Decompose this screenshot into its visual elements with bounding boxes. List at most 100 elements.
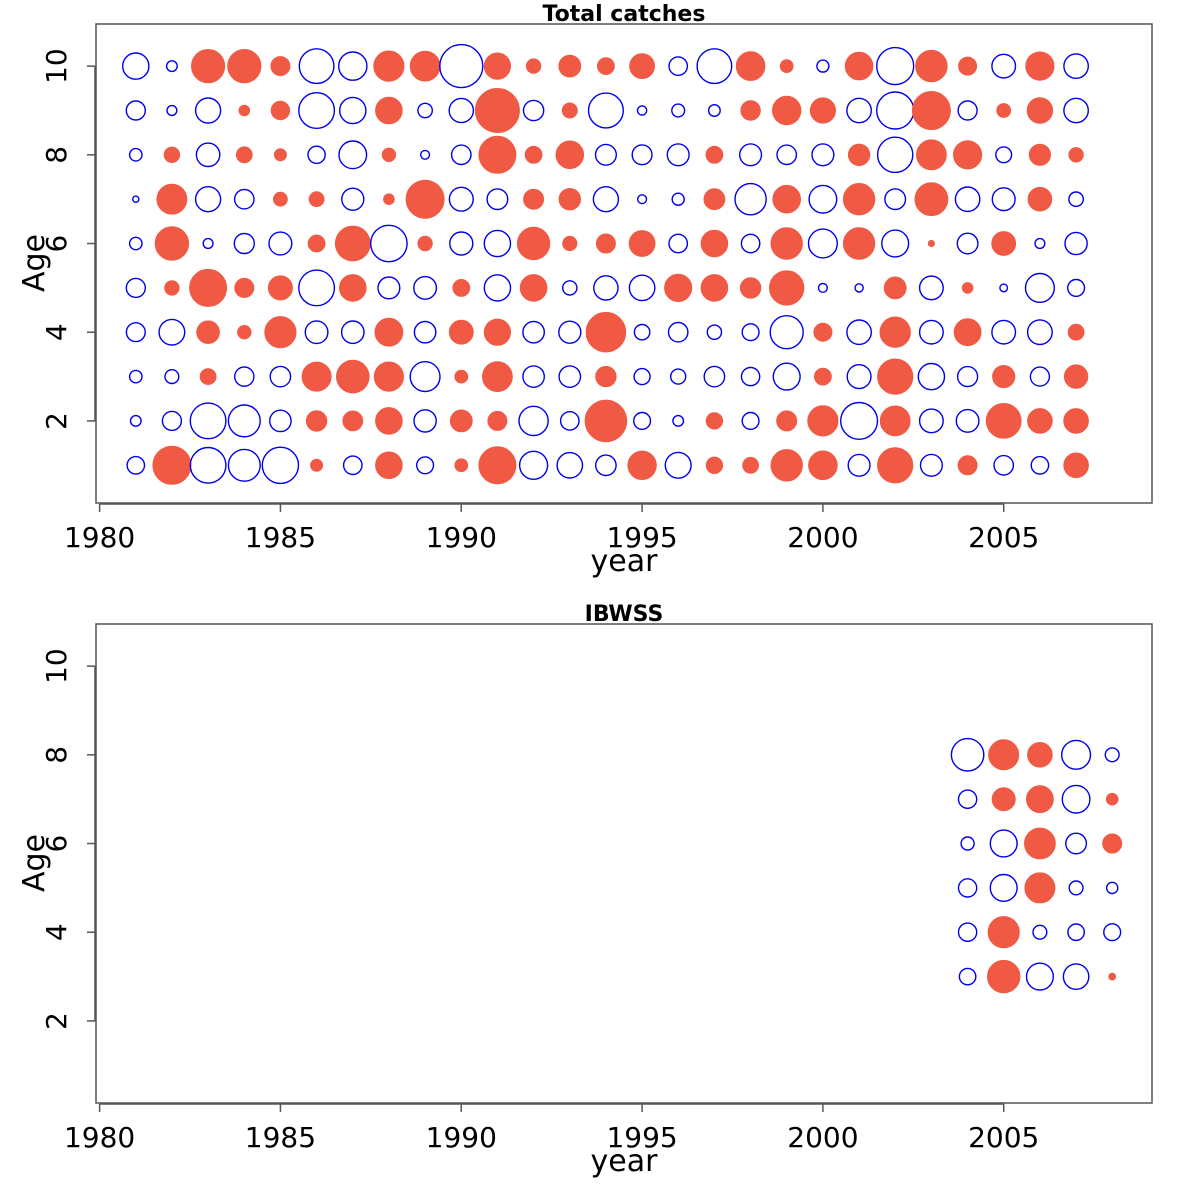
bubble-1992-age-6: [516, 226, 551, 261]
bubble-1994-age-5: [593, 275, 619, 301]
bubble-1999-age-7: [772, 184, 802, 214]
bubble-1995-age-1: [627, 450, 657, 480]
bubble-1994-age-10: [597, 57, 615, 75]
bubble-1987-age-10: [337, 51, 368, 81]
bubble-2007-age-4: [1067, 923, 1086, 942]
bubble-1982-age-10: [165, 60, 178, 73]
bubble-1998-age-8: [738, 143, 763, 167]
bubble-1981-age-10: [122, 52, 150, 80]
bubble-1986-age-3: [301, 361, 332, 392]
bubble-1983-age-9: [194, 97, 222, 124]
bubble-1993-age-1: [556, 451, 584, 479]
bubble-1997-age-2: [705, 412, 724, 430]
bubble-2006-age-3: [1029, 366, 1051, 387]
x-tick-label: 1990: [426, 521, 497, 554]
bubble-1983-age-1: [189, 446, 227, 484]
plot-frame: [95, 23, 1153, 504]
bubble-1984-age-3: [233, 366, 255, 387]
bubble-1985-age-4: [264, 316, 297, 349]
bubble-1982-age-3: [164, 369, 180, 385]
bubble-1994-age-3: [595, 365, 617, 388]
bubble-1992-age-7: [523, 188, 545, 210]
bubble-1998-age-9: [740, 100, 761, 121]
bubble-2006-age-4: [1032, 924, 1048, 940]
bubble-1987-age-3: [336, 359, 370, 394]
bubble-1992-age-1: [518, 450, 549, 480]
bubble-1990-age-2: [449, 409, 473, 433]
bubble-2005-age-4: [991, 319, 1017, 345]
bubble-1987-age-2: [342, 410, 364, 432]
bubble-1993-age-5: [562, 280, 578, 296]
y-tick-label: 10: [40, 48, 73, 84]
bubble-2000-age-9: [809, 97, 837, 124]
bubble-2004-age-1: [957, 455, 978, 476]
bubble-1990-age-4: [448, 319, 474, 345]
bubble-2001-age-8: [847, 143, 871, 167]
bubble-2008-age-4: [1103, 923, 1122, 942]
x-tick-label: 2005: [968, 521, 1039, 554]
bubble-1997-age-5: [700, 274, 729, 302]
bubble-1992-age-9: [522, 99, 545, 122]
bubble-2000-age-10: [816, 59, 830, 73]
bubble-1988-age-1: [375, 451, 403, 480]
bubble-1986-age-9: [298, 91, 336, 129]
bubble-2006-age-2: [1027, 408, 1053, 434]
bubble-1984-age-1: [227, 448, 261, 482]
bubble-2005-age-6: [991, 231, 1017, 256]
bubble-2002-age-7: [884, 188, 907, 211]
bubble-2003-age-3: [917, 362, 946, 391]
bubble-1991-age-10: [483, 52, 511, 80]
bubble-1988-age-9: [375, 96, 403, 125]
bubble-1994-age-9: [587, 92, 624, 129]
bubble-2007-age-6: [1065, 832, 1088, 855]
bubble-2000-age-5: [817, 282, 829, 294]
bubble-1995-age-8: [631, 144, 653, 166]
bubble-1986-age-5: [298, 269, 336, 307]
bubble-1989-age-7: [405, 179, 445, 219]
bubble-1989-age-6: [417, 235, 433, 252]
bubble-2005-age-5: [989, 873, 1018, 902]
bubble-1996-age-3: [670, 368, 687, 385]
bubble-1990-age-6: [449, 231, 474, 256]
y-axis: 2 4 6 8 10: [40, 648, 96, 1030]
bubble-1985-age-2: [268, 409, 292, 433]
bubble-1999-age-1: [770, 449, 803, 482]
bubble-1985-age-9: [270, 100, 291, 121]
bubble-1996-age-2: [672, 414, 685, 427]
bubble-1996-age-10: [668, 56, 689, 76]
bubble-1995-age-3: [633, 367, 651, 386]
bubble-2004-age-4: [953, 318, 982, 347]
bubble-1994-age-6: [595, 233, 616, 254]
bubble-2005-age-4: [987, 916, 1020, 949]
x-axis: 1980 1985 1990 1995 2000 2005: [64, 1103, 1039, 1154]
bubble-1994-age-8: [594, 143, 617, 166]
x-tick-label: 1990: [426, 1121, 497, 1154]
bubble-1999-age-3: [772, 362, 801, 391]
bubble-2004-age-9: [957, 100, 978, 121]
bubble-1984-age-6: [233, 232, 256, 255]
bubble-2007-age-8: [1060, 739, 1092, 770]
bubble-layer: [122, 43, 1090, 485]
bubble-2004-age-6: [956, 232, 979, 255]
bubble-2006-age-3: [1025, 962, 1054, 991]
bubble-1995-age-10: [629, 53, 655, 79]
y-tick-label: 8: [40, 146, 73, 164]
y-tick-label: 10: [40, 648, 73, 684]
bubble-1990-age-5: [452, 279, 471, 297]
bubble-2000-age-3: [814, 367, 832, 386]
bubble-2001-age-6: [842, 227, 876, 260]
bubble-1993-age-8: [555, 140, 585, 170]
bubble-1981-age-9: [125, 100, 147, 121]
bubble-2005-age-7: [991, 787, 1016, 812]
bubble-1982-age-5: [164, 280, 180, 296]
bubble-2000-age-7: [808, 184, 838, 214]
bubble-2007-age-2: [1063, 408, 1089, 434]
bubble-1999-age-8: [776, 144, 798, 166]
y-tick-label: 4: [40, 323, 73, 341]
bubble-2006-age-7: [1027, 186, 1053, 212]
bubble-1993-age-3: [558, 365, 582, 388]
bubble-2004-age-7: [954, 186, 981, 213]
bubble-1986-age-6: [307, 234, 326, 253]
y-tick-label: 6: [40, 235, 73, 253]
